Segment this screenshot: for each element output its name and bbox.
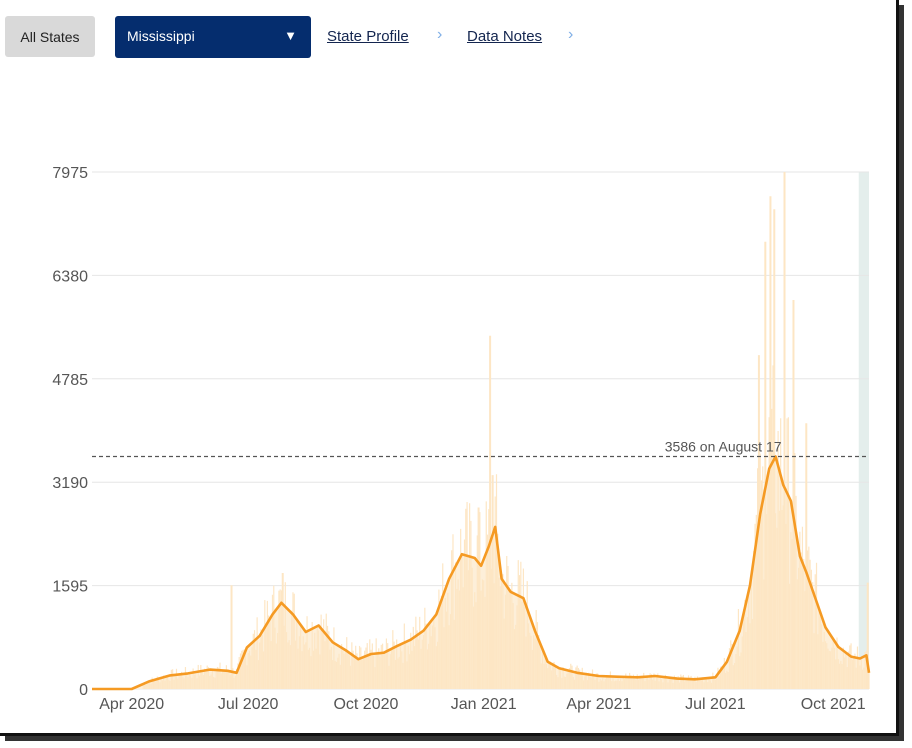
y-tick-label: 3190 (52, 475, 88, 492)
peak-annotation-label: 3586 on August 17 (665, 439, 782, 455)
y-tick-label: 1595 (52, 579, 88, 596)
state-profile-link[interactable]: State Profile (327, 28, 409, 45)
daily-cases-area (92, 456, 869, 689)
data-notes-link[interactable]: Data Notes (467, 28, 543, 45)
y-tick-label: 7975 (52, 165, 88, 182)
caret-down-icon: ▼ (284, 28, 297, 43)
y-tick-label: 6380 (52, 268, 88, 285)
incomplete-data-band (858, 172, 869, 689)
cases-chart: 0 1595 3190 4785 6380 7975 Apr 2020 Jul 2020 Oct… (52, 165, 871, 713)
x-tick-label: Apr 2021 (566, 696, 631, 713)
x-tick-label: Jul 2020 (218, 696, 279, 713)
state-select[interactable]: Mississippi ▼ (115, 16, 311, 58)
toolbar: All States Mississippi ▼ State Profile ›… (0, 0, 896, 70)
x-tick-label: Apr 2020 (99, 696, 164, 713)
y-tick-label: 0 (79, 682, 88, 699)
seven-day-average-line (92, 455, 871, 691)
chevron-right-icon: › (437, 26, 443, 43)
chevron-right-icon: › (568, 26, 574, 43)
y-tick-label: 4785 (52, 372, 88, 389)
x-tick-label: Jan 2021 (451, 696, 517, 713)
x-tick-label: Oct 2021 (801, 696, 866, 713)
all-states-button[interactable]: All States (5, 16, 95, 57)
x-tick-label: Oct 2020 (333, 696, 398, 713)
chart-panel: All States Mississippi ▼ State Profile ›… (0, 0, 899, 736)
state-select-value: Mississippi (127, 28, 195, 44)
x-tick-label: Jul 2021 (685, 696, 746, 713)
